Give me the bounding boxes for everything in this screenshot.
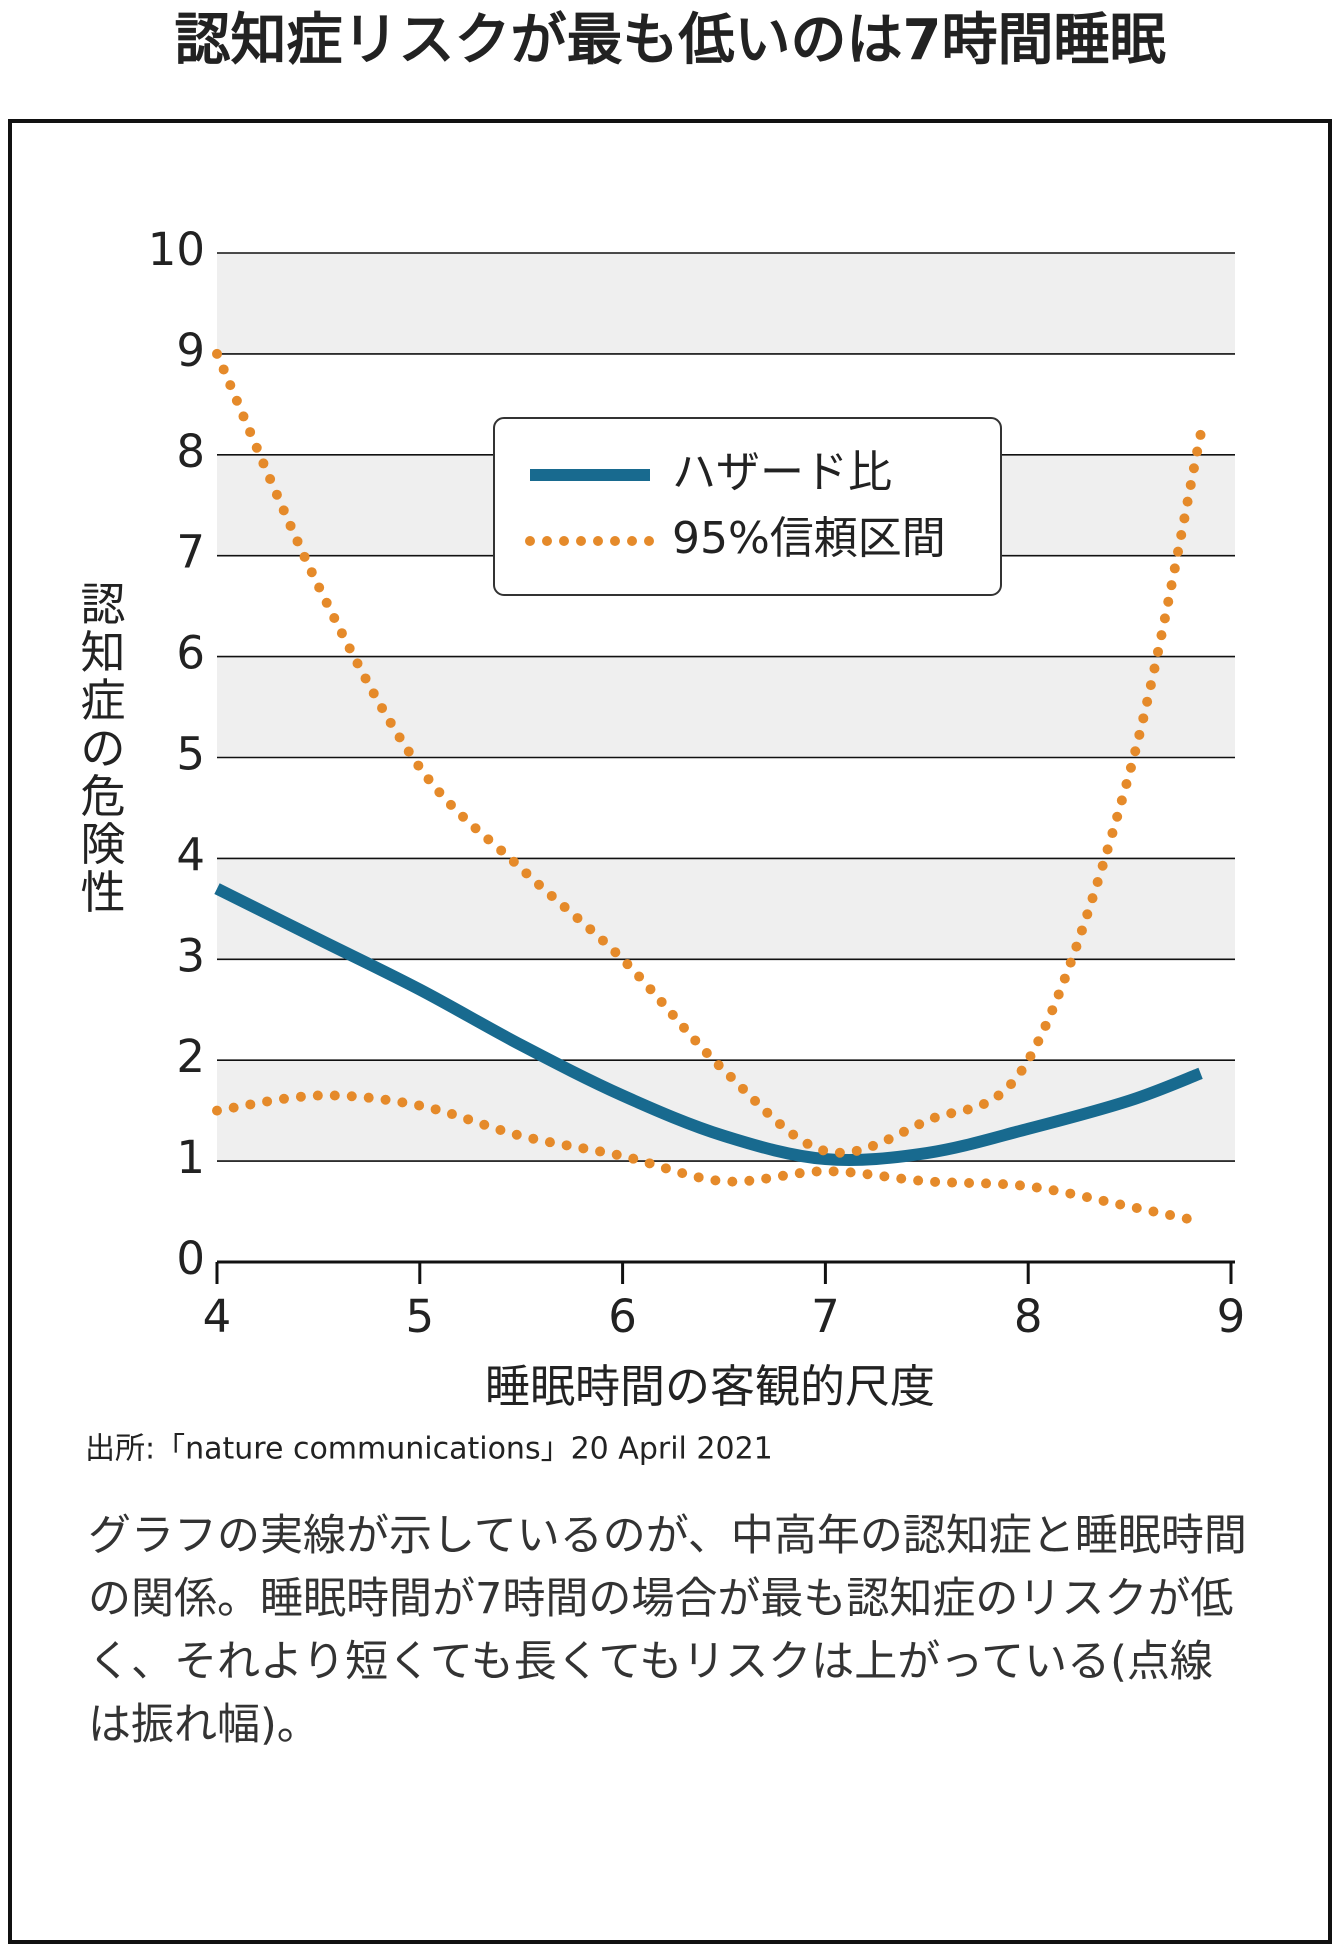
x-tick-label: 7 bbox=[811, 1290, 840, 1343]
chart-title: 認知症リスクが最も低いのは7時間睡眠 bbox=[175, 8, 1166, 73]
x-tick-label: 8 bbox=[1014, 1290, 1043, 1343]
y-tick-label: 1 bbox=[176, 1131, 205, 1184]
series-line bbox=[212, 1090, 1206, 1227]
y-axis-label: 認知症の危険性 bbox=[80, 578, 125, 919]
x-tick-label: 9 bbox=[1217, 1290, 1246, 1343]
grid-band bbox=[217, 858, 1235, 960]
legend-label: ハザード比 bbox=[672, 447, 892, 498]
source: 出所:「nature communications」20 April 2021 bbox=[85, 1432, 773, 1467]
y-tick-label: 4 bbox=[176, 828, 205, 881]
series-line bbox=[212, 348, 1206, 1158]
x-tick-label: 4 bbox=[203, 1290, 232, 1343]
caption: グラフの実線が示しているのが、中高年の認知症と睡眠時間の関係。睡眠時間が7時間の… bbox=[88, 1511, 1247, 1750]
plot: 0 1 2 3 4 5 6 7 8 9 10 4 5 6 7 8 9 ハザード比 95%信頼区間 bbox=[148, 223, 1246, 1343]
y-tick-label: 6 bbox=[176, 627, 205, 680]
y-tick-label: 3 bbox=[176, 929, 205, 982]
y-tick-label: 8 bbox=[176, 425, 205, 478]
x-tick-label: 6 bbox=[608, 1290, 637, 1343]
x-axis-label: 睡眠時間の客観的尺度 bbox=[485, 1360, 935, 1413]
grid-band bbox=[217, 656, 1235, 758]
legend-box bbox=[493, 417, 1002, 596]
frame bbox=[8, 119, 1332, 1944]
y-tick-label: 10 bbox=[148, 223, 205, 276]
y-tick-label: 5 bbox=[176, 728, 205, 781]
y-tick-label: 2 bbox=[176, 1030, 205, 1083]
series-line bbox=[214, 883, 1203, 1167]
grid-band bbox=[217, 253, 1235, 354]
y-tick-label: 7 bbox=[176, 526, 205, 579]
y-tick-label: 0 bbox=[176, 1232, 205, 1285]
x-tick-label: 5 bbox=[405, 1290, 434, 1343]
y-tick-label: 9 bbox=[176, 324, 205, 377]
legend-label: 95%信頼区間 bbox=[672, 513, 946, 564]
